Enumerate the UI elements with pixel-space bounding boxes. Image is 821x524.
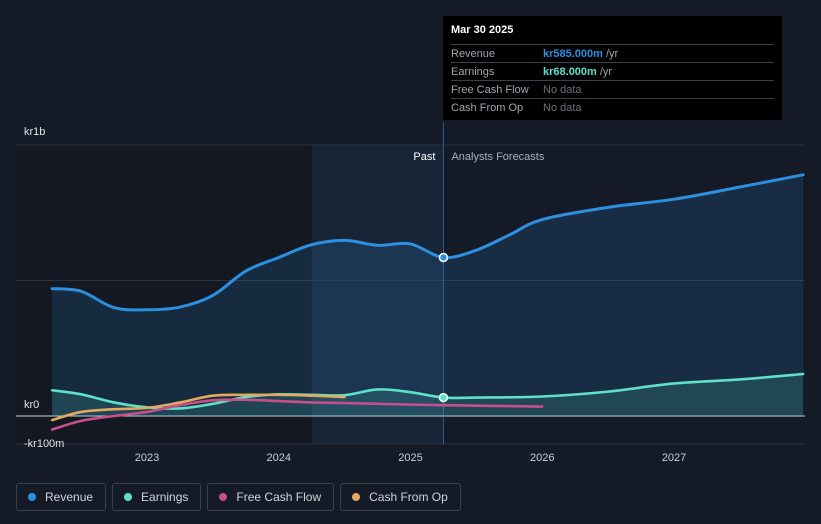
- y-tick-label: kr1b: [24, 126, 45, 138]
- legend-label: Free Cash Flow: [236, 490, 322, 504]
- tooltip-row-earnings: Earnings kr68.000m /yr: [451, 62, 774, 80]
- x-tick-label: 2025: [398, 452, 422, 464]
- legend-dot-icon: [124, 493, 133, 501]
- revenue-line: [50, 173, 805, 312]
- legend-label: Cash From Op: [369, 490, 448, 504]
- tooltip-value: kr68.000m: [543, 65, 597, 78]
- tooltip-label: Earnings: [451, 65, 495, 78]
- x-tick-label: 2024: [267, 452, 291, 464]
- tooltip-label: Revenue: [451, 47, 496, 60]
- revenue-area: [52, 174, 804, 416]
- legend-label: Earnings: [141, 490, 189, 504]
- tooltip-unit: /yr: [605, 47, 619, 60]
- legend-label: Revenue: [45, 490, 94, 504]
- legend-dot-icon: [352, 493, 361, 501]
- tooltip-value: No data: [543, 101, 582, 114]
- legend-item-free-cash-flow[interactable]: Free Cash Flow: [207, 483, 335, 511]
- forecast-label: Analysts Forecasts: [451, 151, 544, 163]
- legend-dot-icon: [28, 493, 36, 501]
- earnings-marker: [438, 392, 449, 403]
- legend-dot-icon: [219, 493, 228, 501]
- cash_from_op-line: [50, 393, 346, 422]
- tooltip-row-revenue: Revenue kr585.000m /yr: [451, 44, 774, 62]
- chart-legend: Revenue Earnings Free Cash Flow Cash Fro…: [16, 483, 461, 511]
- x-tick-label: 2027: [662, 452, 686, 464]
- tooltip-value: No data: [543, 83, 582, 96]
- tooltip-row-cash-from-op: Cash From Op No data: [451, 98, 774, 116]
- tooltip-label: Free Cash Flow: [451, 83, 529, 96]
- legend-item-earnings[interactable]: Earnings: [112, 483, 202, 511]
- x-tick-label: 2026: [530, 452, 554, 464]
- tooltip-unit: /yr: [599, 65, 613, 78]
- y-tick-label: -kr100m: [24, 438, 64, 450]
- y-tick-label: kr0: [24, 399, 39, 411]
- legend-item-cash-from-op[interactable]: Cash From Op: [340, 483, 461, 511]
- past-label: Past: [413, 151, 435, 163]
- tooltip-value: kr585.000m: [543, 47, 603, 60]
- legend-item-revenue[interactable]: Revenue: [16, 483, 107, 511]
- tooltip-row-free-cash-flow: Free Cash Flow No data: [451, 80, 774, 98]
- free_cash_flow-line: [50, 398, 544, 431]
- chart-tooltip: Mar 30 2025 Revenue kr585.000m /yr Earni…: [443, 16, 782, 120]
- tooltip-date: Mar 30 2025: [451, 24, 514, 36]
- x-tick-label: 2023: [135, 452, 159, 464]
- tooltip-label: Cash From Op: [451, 101, 524, 114]
- revenue-marker: [438, 252, 449, 263]
